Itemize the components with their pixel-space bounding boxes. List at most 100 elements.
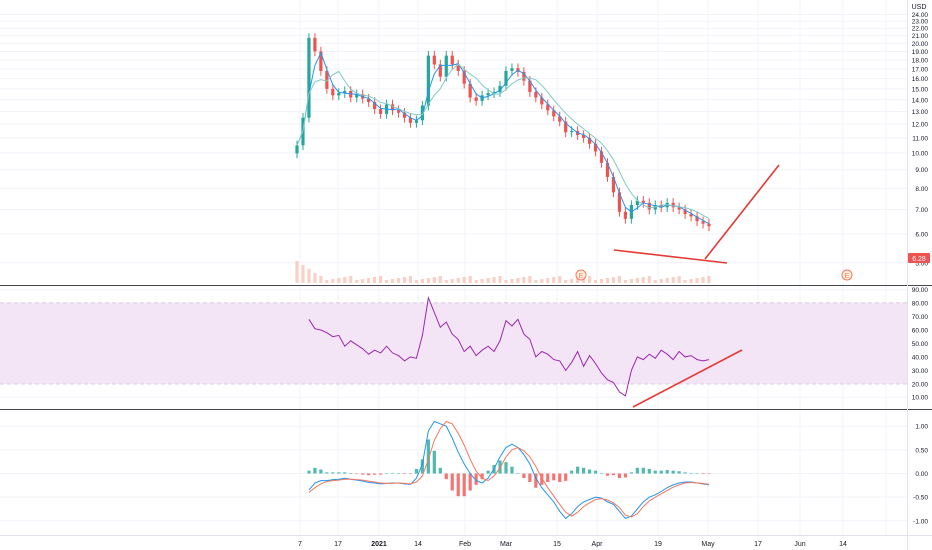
candle-body [325,70,329,89]
volume-bar [337,278,341,283]
macd-histogram-bar [390,472,395,474]
rsi-tick-label: 10.00 [912,395,929,402]
volume-bar [349,276,353,283]
earnings-label: E [845,273,850,280]
candle-body [492,92,496,94]
macd-tick-label: -0.50 [913,495,928,502]
volume-bar [623,280,628,283]
macd-histogram-bar [510,466,514,474]
macd-histogram-bar [653,470,657,474]
price-tick-label: 19.00 [912,49,929,56]
macd-histogram-bar [659,470,663,474]
macd-histogram-bar [599,472,604,474]
time-tick-label: 14 [839,541,847,548]
volume-bar [582,277,586,283]
volume-bar [522,277,526,283]
volume-bar [576,278,580,283]
volume-bar [540,279,544,283]
rsi-trendline [632,349,743,408]
macd-histogram-bar [707,473,711,475]
macd-tick-label: 1.00 [915,424,928,431]
macd-histogram-bar [695,473,699,474]
candle-body [522,71,526,81]
moving-average-line [296,63,710,219]
earnings-marker[interactable]: E [841,269,853,281]
price-tick-label: 5.00 [915,260,928,267]
time-axis[interactable]: 7 17 2021 14 Feb Mar 15 Apr 19 May 17 Jun 14 [298,541,847,548]
volume-bar [605,278,610,283]
macd-histogram-bar [426,439,430,474]
candle-body [402,112,407,118]
candle-body [319,51,323,71]
rsi-tick-label: 80.00 [912,301,929,308]
macd-histogram-bar [546,473,550,483]
macd-histogram-bar [307,470,311,474]
macd-histogram-bar [570,470,574,474]
macd-histogram-bar [576,466,580,474]
price-tick-label: 20.00 [912,41,929,48]
candle-body [450,55,454,65]
macd-histogram-bar [378,473,383,475]
volume-bar [468,276,472,283]
price-tick-label: 7.00 [915,207,928,214]
volume-bar [432,277,436,283]
macd-histogram-bar [593,470,598,474]
moving-average-line [296,51,710,225]
candle-body [498,85,502,93]
macd-histogram-bar [623,473,628,478]
candle-body [474,97,478,101]
macd-histogram-bar [450,473,454,491]
volume-bar [558,276,562,283]
candle-body [540,97,544,105]
rsi-tick-label: 30.00 [912,368,929,375]
candle-body [504,70,508,86]
candle-body [295,145,299,154]
macd-histogram-bar [319,469,323,474]
signal-line [308,420,710,518]
macd-histogram-bar [408,473,413,475]
candle-body [564,121,568,133]
volume-bar [474,280,478,283]
volume-bar [659,279,663,283]
volume-bar [683,280,687,283]
earnings-marker[interactable]: E [575,269,587,281]
price-tick-label: 10.00 [912,151,929,158]
volume-bar [408,276,413,283]
earnings-label: E [579,273,584,280]
rsi-series-line [308,295,710,397]
candle-body [647,202,651,210]
macd-histogram-bar [343,472,347,474]
candle-body [367,98,371,103]
price-tick-label: 16.00 [912,76,929,83]
candle-body [414,120,419,123]
candle-body [408,117,413,123]
macd-tick-label: 0.50 [915,447,928,454]
macd-histogram-bar [516,473,520,474]
rsi-band [0,303,907,384]
volume-bar [438,276,442,283]
volume-bar [402,277,407,283]
macd-tick-label: -1.00 [913,518,928,525]
macd-histogram-bar [355,473,359,475]
macd-histogram-bar [611,473,616,476]
volume-bar [701,277,705,283]
macd-histogram-bar [582,467,586,474]
candle-body [438,64,442,77]
candle-body [546,104,550,111]
volume-bar [313,273,317,283]
volume-bar [301,265,305,283]
candle-body [462,70,466,84]
price-tick-label: 23.00 [912,19,929,26]
price-tick-label: 12.00 [912,122,929,129]
rsi-tick-label: 60.00 [912,328,929,335]
price-panel[interactable] [0,0,907,285]
macd-histogram-bar [486,470,490,474]
volume-bar [343,277,347,283]
macd-panel[interactable] [0,410,907,535]
volume-bar [373,277,377,283]
volume-bar [456,278,460,283]
volume-bar [695,278,699,283]
price-axes[interactable]: 5.00 6.00 7.00 8.00 9.00 10.00 11.00 12.00 13.00… [912,12,929,525]
candle-body [396,110,401,113]
volume-bar [671,277,675,283]
